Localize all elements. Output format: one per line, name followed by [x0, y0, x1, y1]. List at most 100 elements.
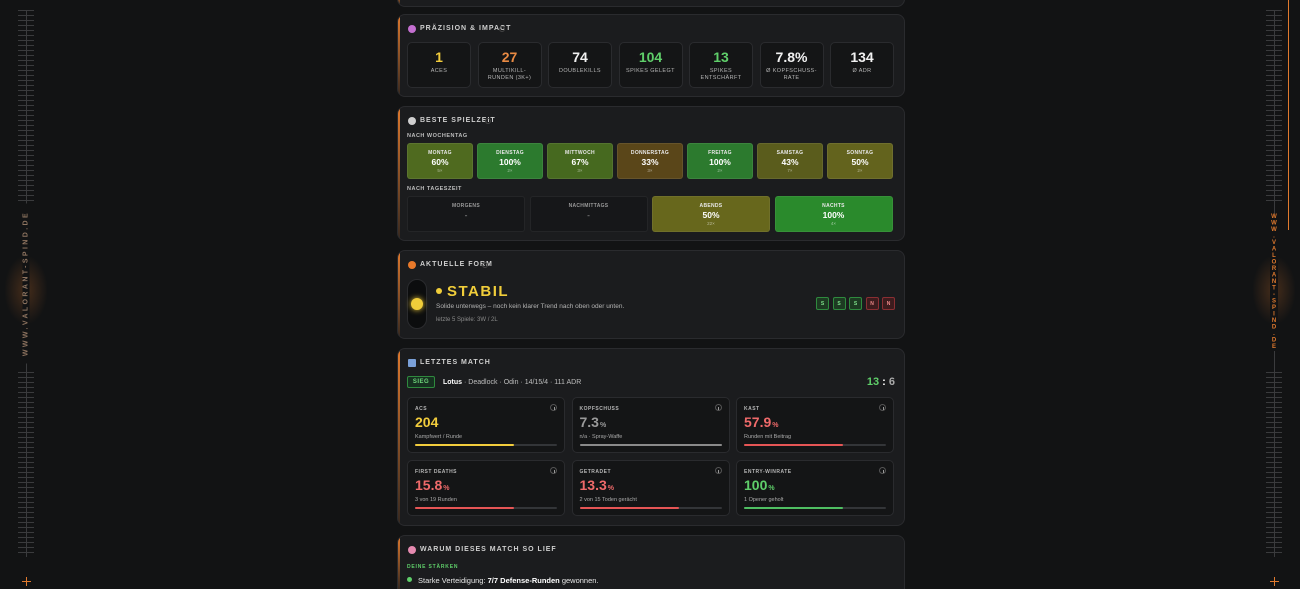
score-own: 13 — [866, 376, 880, 388]
subheading: NACH WOCHENTAG — [407, 133, 468, 139]
stat-label: Ø ADR — [852, 68, 872, 74]
weekday-value: 43% — [781, 157, 799, 167]
weekday-label: MONTAG — [428, 150, 452, 156]
info-icon — [879, 467, 886, 474]
stat-sub: 3 von 19 Runden — [415, 497, 457, 503]
stat-sub: n/a · Spray-Waffe — [579, 434, 623, 440]
stat-label: FIRST DEATHS — [415, 469, 458, 475]
stat-value-row: 204 — [415, 414, 438, 430]
info-icon — [550, 404, 557, 411]
strength-highlight: 7/7 Defense-Runden — [487, 576, 560, 585]
weekday-count: 5× — [437, 168, 443, 173]
stat-sub: 1 Opener geholt — [744, 497, 784, 503]
stat-label: ENTRY-WINRATE — [744, 469, 792, 475]
daytime-value: 50% — [702, 210, 720, 220]
icon — [408, 25, 416, 33]
stat-unit: % — [443, 485, 450, 492]
stat-label: SPIKES GELEGT — [626, 68, 675, 74]
daytime-box: MORGENS - — [407, 196, 525, 232]
stat-value: 1 — [435, 49, 443, 65]
result-badge: SIEG — [407, 376, 435, 388]
stat-value-row: 15.8% — [415, 477, 449, 493]
form-card: AKTUELLE FORM STABIL Solide unterwegs – … — [397, 250, 905, 339]
weekday-label: SONNTAG — [846, 150, 874, 156]
card-title: BESTE SPIELZEIT — [420, 117, 496, 124]
strength-suffix: gewonnen. — [559, 576, 599, 585]
stat-box: 104 SPIKES GELEGT — [618, 42, 683, 88]
card-title: PRÄZISION & IMPACT — [420, 25, 512, 32]
bar-fill — [744, 444, 844, 446]
stat-sub: 2 von 15 Toden gerächt — [579, 497, 637, 503]
stat-value: 104 — [638, 49, 663, 65]
precision-card: PRÄZISION & IMPACT 1 ACES 27 MULTIKILL-RUND… — [397, 14, 905, 97]
weekday-value: 50% — [851, 157, 869, 167]
match-meta: Lotus · Deadlock · Odin · 14/15/4 · 111 … — [443, 379, 581, 386]
weekday-box: MITTWOCH 67% 3× — [547, 143, 613, 179]
score-enemy: 6 — [888, 376, 895, 388]
weekday-count: 7× — [787, 168, 793, 173]
icon — [408, 117, 416, 125]
bar-track — [415, 444, 557, 446]
info-icon — [714, 404, 722, 411]
stat-unit: % — [768, 485, 775, 492]
weekday-value: 60% — [431, 157, 449, 167]
match-map: Lotus — [443, 379, 463, 386]
stat-card: ENTRY-WINRATE 100% 1 Opener geholt — [736, 460, 894, 516]
stat-value: 134 — [850, 49, 874, 65]
stat-label: SPIKES ENTSCHÄRFT — [700, 68, 742, 81]
stat-value: 204 — [415, 414, 439, 430]
weekday-count: 3× — [647, 168, 653, 173]
weekday-value: 33% — [641, 157, 659, 167]
weekday-value: 100% — [499, 157, 521, 167]
stat-label: ACS — [415, 406, 428, 412]
card-title: AKTUELLE FORM — [420, 261, 493, 268]
status-dot — [436, 288, 442, 294]
weekday-label: FREITAG — [708, 150, 732, 156]
weekday-count: 2× — [857, 168, 863, 173]
weekday-label: SAMSTAG — [776, 150, 804, 156]
crosshair — [1270, 577, 1279, 586]
stat-card: GETRADET 13.3% 2 von 15 Toden gerächt — [571, 460, 730, 516]
bar-fill — [415, 507, 515, 509]
daytime-box: ABENDS 50% 22× — [652, 196, 770, 232]
stat-label: DOUBLEKILLS — [558, 68, 601, 74]
weekday-box: DIENSTAG 100% 2× — [477, 143, 543, 179]
stat-box: 74 DOUBLEKILLS — [548, 42, 612, 88]
weekday-value: 100% — [709, 157, 731, 167]
playtime-card: BESTE SPIELZEIT NACH WOCHENTAG NACH TAGE… — [397, 106, 905, 241]
stat-value: 7.8% — [775, 49, 808, 65]
stat-value-row: 13.3% — [580, 477, 614, 493]
brand-right: WWW.VALORANT-SPIND.DE — [1270, 214, 1278, 351]
bar-fill — [415, 444, 515, 446]
stat-card: ACS 204 Kampfwert / Runde — [407, 397, 565, 453]
weekday-count: 3× — [577, 168, 583, 173]
info-icon — [550, 467, 557, 474]
daytime-label: NACHTS — [822, 203, 845, 209]
bar-track — [415, 507, 557, 509]
daytime-count: 4× — [830, 221, 837, 226]
bullet — [407, 577, 412, 582]
stat-box: 1 ACES — [407, 42, 471, 88]
stat-value: 100 — [744, 477, 768, 493]
stat-value: 7.3 — [579, 414, 599, 430]
daytime-value: - — [587, 210, 590, 220]
stat-label: KAST — [744, 406, 760, 412]
match-score: 13 : 6 — [867, 376, 895, 388]
icon — [408, 359, 416, 367]
daytime-label: MORGENS — [452, 203, 480, 209]
match-card: LETZTES MATCH SIEG Lotus · Deadlock · Od… — [397, 348, 905, 526]
result-badge: S — [832, 297, 846, 310]
stat-label: ACES — [430, 68, 448, 74]
info-icon — [485, 118, 491, 124]
weekday-box: SAMSTAG 43% 7× — [757, 143, 823, 179]
bar-fill — [579, 507, 679, 509]
weekday-box: FREITAG 100% 2× — [687, 143, 753, 179]
scroll-indicator — [1288, 0, 1289, 230]
daytime-box: NACHMITTAGS - — [529, 196, 648, 232]
icon — [408, 261, 416, 269]
analysis-card: WARUM DIESES MATCH SO LIEF DEINE STÄRKEN… — [397, 535, 905, 589]
stat-value: 27 — [501, 49, 518, 65]
info-icon — [482, 262, 488, 268]
bar-track — [744, 444, 886, 446]
